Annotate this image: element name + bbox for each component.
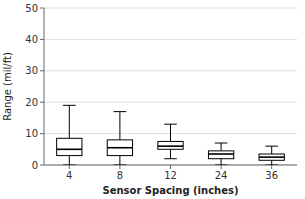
y-tick-label: 40	[25, 34, 38, 45]
grid-line	[44, 70, 297, 71]
cap-high	[265, 146, 278, 147]
y-tick	[40, 102, 44, 103]
box	[107, 140, 132, 156]
whisker-low	[69, 156, 70, 165]
grid-line	[44, 102, 297, 103]
box	[259, 154, 284, 160]
box-group	[158, 124, 183, 159]
y-axis-title: Range (mil/ft)	[2, 52, 13, 121]
y-tick	[40, 133, 44, 134]
chart: 0 10 20 30 40 50 4 8 12 24 36 Sensor Spacing (inche…	[0, 0, 305, 199]
whisker-low	[119, 156, 120, 165]
y-axis: 0 10 20 30 40 50	[25, 3, 297, 171]
cap-high	[63, 105, 76, 106]
x-tick-label: 24	[215, 170, 228, 181]
median	[158, 145, 183, 147]
x-tick-label: 12	[164, 170, 177, 181]
whisker-high	[69, 105, 70, 138]
box	[158, 141, 183, 149]
box-group	[57, 105, 82, 165]
x-tick-label: 8	[117, 170, 123, 181]
x-tick	[69, 165, 70, 169]
cap-high	[164, 124, 177, 125]
x-tick	[271, 165, 272, 169]
x-tick	[221, 165, 222, 169]
whisker-low	[271, 160, 272, 165]
cap-low	[63, 165, 76, 166]
whisker-high	[221, 143, 222, 151]
box-group	[208, 143, 233, 165]
grid-line	[44, 8, 297, 9]
x-tick	[170, 165, 171, 169]
y-tick-label: 0	[32, 160, 38, 171]
x-axis-title: Sensor Spacing (inches)	[102, 185, 238, 196]
y-tick-label: 30	[25, 65, 38, 76]
whisker-low	[221, 159, 222, 165]
boxes	[57, 105, 285, 165]
y-tick	[40, 8, 44, 9]
x-tick	[119, 165, 120, 169]
y-tick	[40, 39, 44, 40]
cap-low	[114, 165, 127, 166]
cap-low	[265, 165, 278, 166]
y-tick	[40, 165, 44, 166]
whisker-low	[170, 149, 171, 158]
box	[57, 138, 82, 155]
y-tick-label: 50	[25, 3, 38, 14]
median	[259, 156, 284, 158]
x-tick-label: 4	[66, 170, 72, 181]
median	[107, 147, 132, 149]
grid-line	[44, 39, 297, 40]
x-tick-label: 36	[265, 170, 278, 181]
cap-high	[215, 143, 228, 144]
box-group	[259, 146, 284, 165]
whisker-high	[119, 112, 120, 140]
x-axis: 4 8 12 24 36	[66, 165, 278, 181]
y-tick	[40, 70, 44, 71]
box	[208, 151, 233, 159]
chart-container: 0 10 20 30 40 50 4 8 12 24 36 Sensor Spacing (inche…	[0, 0, 305, 199]
y-tick-label: 20	[25, 97, 38, 108]
box-group	[107, 112, 132, 165]
y-axis-line	[44, 8, 45, 165]
median	[57, 149, 82, 151]
cap-low	[215, 165, 228, 166]
cap-low	[164, 158, 177, 159]
whisker-high	[170, 124, 171, 141]
cap-high	[114, 111, 127, 112]
whisker-high	[271, 146, 272, 154]
median	[208, 153, 233, 155]
y-tick-label: 10	[25, 128, 38, 139]
